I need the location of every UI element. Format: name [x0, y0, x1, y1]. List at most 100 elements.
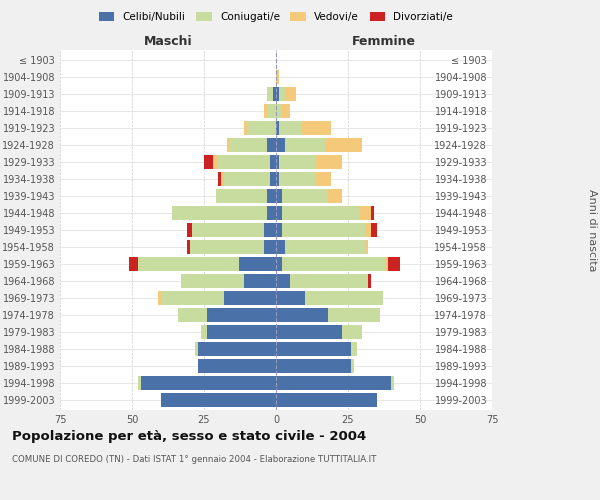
Bar [276, 104, 282, 118]
Legend: Celibi/Nubili, Coniugati/e, Vedovi/e, Divorziati/e: Celibi/Nubili, Coniugati/e, Vedovi/e, Di… [97, 10, 455, 24]
Bar [181, 274, 244, 287]
Bar [279, 88, 284, 101]
Bar [276, 393, 377, 406]
Bar [371, 206, 374, 220]
Bar [282, 223, 365, 237]
Bar [158, 291, 161, 304]
Bar [385, 257, 388, 271]
Bar [328, 189, 342, 203]
Bar [276, 240, 284, 254]
Bar [279, 156, 316, 169]
Bar [276, 88, 279, 101]
Bar [276, 291, 305, 304]
Text: Maschi: Maschi [143, 36, 193, 49]
Bar [276, 223, 282, 237]
Bar [138, 257, 239, 271]
Text: Femmine: Femmine [352, 36, 416, 49]
Bar [316, 156, 342, 169]
Bar [290, 274, 368, 287]
Bar [276, 325, 342, 338]
Bar [368, 274, 371, 287]
Bar [268, 138, 276, 152]
Bar [270, 156, 276, 169]
Bar [138, 376, 140, 390]
Bar [276, 189, 282, 203]
Bar [276, 274, 290, 287]
Bar [190, 240, 265, 254]
Bar [282, 104, 290, 118]
Bar [302, 122, 331, 135]
Bar [265, 104, 268, 118]
Bar [268, 206, 276, 220]
Bar [359, 206, 371, 220]
Bar [224, 291, 276, 304]
Bar [328, 308, 380, 322]
Bar [273, 88, 276, 101]
Bar [276, 359, 351, 372]
Bar [140, 376, 276, 390]
Bar [276, 138, 284, 152]
Bar [270, 172, 276, 186]
Bar [365, 223, 371, 237]
Bar [161, 393, 276, 406]
Bar [276, 156, 279, 169]
Bar [161, 291, 224, 304]
Bar [129, 257, 138, 271]
Bar [391, 376, 394, 390]
Bar [276, 70, 279, 84]
Bar [247, 122, 276, 135]
Bar [282, 206, 359, 220]
Bar [227, 138, 230, 152]
Bar [215, 189, 268, 203]
Bar [244, 122, 247, 135]
Bar [239, 257, 276, 271]
Bar [187, 240, 190, 254]
Bar [342, 325, 362, 338]
Bar [268, 189, 276, 203]
Bar [201, 325, 207, 338]
Bar [207, 308, 276, 322]
Bar [244, 274, 276, 287]
Bar [207, 325, 276, 338]
Bar [276, 122, 279, 135]
Bar [316, 172, 331, 186]
Bar [282, 257, 385, 271]
Bar [276, 308, 328, 322]
Bar [268, 88, 273, 101]
Bar [187, 223, 193, 237]
Bar [198, 342, 276, 355]
Bar [265, 223, 276, 237]
Text: COMUNE DI COREDO (TN) - Dati ISTAT 1° gennaio 2004 - Elaborazione TUTTITALIA.IT: COMUNE DI COREDO (TN) - Dati ISTAT 1° ge… [12, 455, 376, 464]
Bar [224, 172, 270, 186]
Bar [221, 172, 224, 186]
Bar [284, 88, 296, 101]
Bar [305, 291, 383, 304]
Bar [388, 257, 400, 271]
Bar [276, 206, 282, 220]
Bar [218, 172, 221, 186]
Bar [230, 138, 268, 152]
Bar [279, 122, 302, 135]
Bar [268, 104, 276, 118]
Bar [351, 359, 354, 372]
Bar [265, 240, 276, 254]
Bar [212, 156, 218, 169]
Bar [365, 240, 368, 254]
Bar [178, 308, 207, 322]
Text: Popolazione per età, sesso e stato civile - 2004: Popolazione per età, sesso e stato civil… [12, 430, 366, 443]
Bar [276, 342, 351, 355]
Bar [284, 240, 365, 254]
Bar [204, 156, 212, 169]
Bar [276, 172, 279, 186]
Bar [276, 376, 391, 390]
Bar [198, 359, 276, 372]
Bar [196, 342, 198, 355]
Bar [276, 257, 282, 271]
Text: Anni di nascita: Anni di nascita [587, 188, 597, 271]
Bar [279, 172, 316, 186]
Bar [284, 138, 325, 152]
Bar [371, 223, 377, 237]
Bar [325, 138, 362, 152]
Bar [193, 223, 265, 237]
Bar [172, 206, 268, 220]
